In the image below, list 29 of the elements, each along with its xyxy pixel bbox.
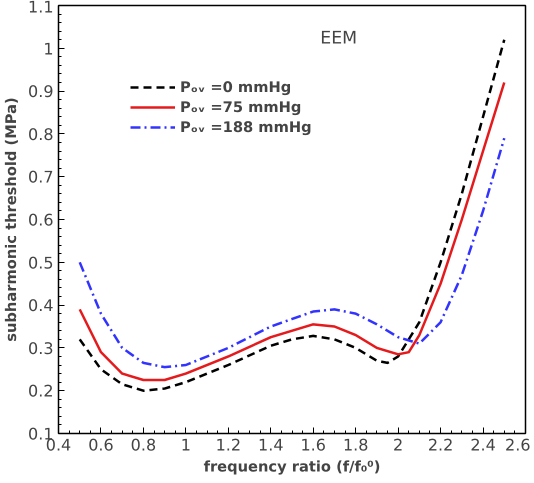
line-series — [78, 81, 506, 382]
annotation: EEM — [320, 28, 358, 48]
x-tick-label: 0.8 — [130, 436, 156, 454]
y-axis-title: subharmonic threshold (MPa) — [3, 97, 20, 342]
y-tick-label: 1.1 — [28, 0, 54, 16]
x-tick-label: 2 — [393, 436, 404, 454]
legend-label: Pₒᵥ =188 mmHg — [180, 118, 312, 136]
x-tick-label: 2.2 — [428, 436, 454, 454]
x-tick-label: 1 — [180, 436, 191, 454]
x-tick-label: 0.6 — [88, 436, 114, 454]
x-axis-title: frequency ratio (f/f₀⁰) — [204, 458, 380, 476]
y-tick-label: 0.8 — [28, 124, 54, 144]
y-tick-label: 0.9 — [28, 82, 54, 102]
x-tick-label: 1.2 — [216, 436, 242, 454]
x-tick-label: 2.6 — [505, 436, 531, 454]
y-tick-label: 1 — [43, 39, 54, 58]
x-tick-label: 1.8 — [342, 436, 368, 454]
y-tick-label: 0.5 — [28, 253, 54, 272]
line-series — [78, 136, 506, 368]
legend-label: Pₒᵥ =0 mmHg — [180, 78, 292, 96]
y-tick-label: 0.2 — [28, 382, 54, 401]
y-tick-label: 0.4 — [28, 296, 54, 316]
y-tick-label: 0.3 — [28, 338, 54, 358]
y-tick-label: 0.7 — [28, 168, 54, 187]
x-tick-label: 1.4 — [258, 436, 284, 454]
y-tick-label: 0.6 — [28, 210, 54, 230]
x-tick-label: 2.4 — [470, 436, 496, 454]
legend-label: Pₒᵥ =75 mmHg — [180, 98, 302, 116]
x-tick-label: 1.6 — [300, 436, 326, 454]
